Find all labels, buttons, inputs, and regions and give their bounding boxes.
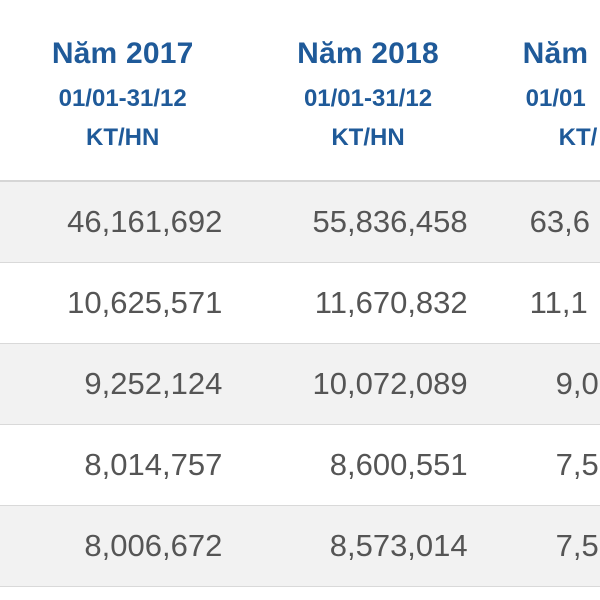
table-body: 46,161,692 55,836,458 63,6 10,625,571 11… — [0, 181, 600, 587]
column-period: 01/01-31/12 — [303, 85, 433, 112]
column-year: Năm — [522, 37, 589, 70]
table-cell: 9,0 — [490, 343, 600, 425]
column-unit: KT/HN — [331, 124, 405, 151]
table-header: Năm 2017 01/01-31/12 KT/HN Năm 2018 01/0… — [0, 0, 600, 182]
table-cell: 8,006,672 — [0, 505, 246, 587]
table-cell: 10,072,089 — [245, 343, 491, 425]
table-cell: 7,5 — [490, 424, 600, 506]
table-cell: 10,625,571 — [0, 262, 246, 344]
column-period: 01/01-31/12 — [58, 85, 187, 112]
column-header-2017: Năm 2017 01/01-31/12 KT/HN — [0, 0, 246, 182]
column-unit: KT/HN — [86, 124, 160, 151]
column-unit: KT/ — [558, 124, 598, 151]
table-cell: 46,161,692 — [0, 181, 246, 263]
table-cell: 8,573,014 — [245, 505, 491, 587]
table-cell: 11,1 — [490, 262, 600, 344]
table-cell: 7,5 — [490, 505, 600, 587]
table-cell: 8,600,551 — [245, 424, 491, 506]
table-cell: 11,670,832 — [245, 262, 491, 344]
table-cell: 9,252,124 — [0, 343, 246, 425]
table-cell: 63,6 — [490, 181, 600, 263]
table-row: 8,006,672 8,573,014 7,5 — [0, 505, 600, 587]
financial-data-table: Năm 2017 01/01-31/12 KT/HN Năm 2018 01/0… — [0, 0, 600, 587]
table-row: 46,161,692 55,836,458 63,6 — [0, 181, 600, 263]
column-period: 01/01 — [525, 85, 586, 112]
column-year: Năm 2017 — [51, 37, 194, 70]
table-cell: 8,014,757 — [0, 424, 246, 506]
column-header-2018: Năm 2018 01/01-31/12 KT/HN — [245, 0, 491, 182]
column-header-next-year: Năm 01/01 KT/ — [490, 0, 600, 182]
column-year: Năm 2018 — [297, 37, 439, 70]
header-row: Năm 2017 01/01-31/12 KT/HN Năm 2018 01/0… — [0, 0, 600, 182]
table-row: 8,014,757 8,600,551 7,5 — [0, 424, 600, 506]
table-row: 10,625,571 11,670,832 11,1 — [0, 262, 600, 344]
table-row: 9,252,124 10,072,089 9,0 — [0, 343, 600, 425]
table-cell: 55,836,458 — [245, 181, 491, 263]
